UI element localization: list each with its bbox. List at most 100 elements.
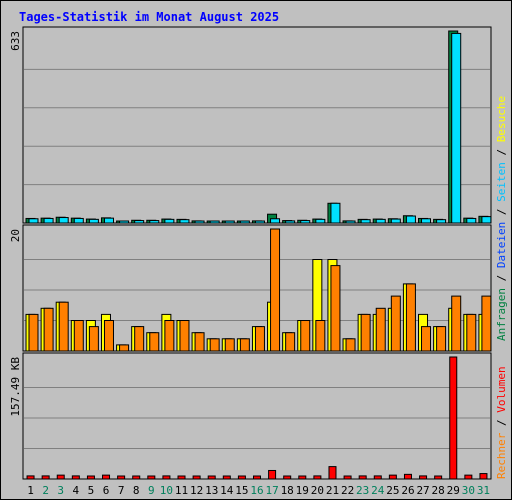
bar-dateien-day-7	[119, 220, 130, 224]
bar-dateien-day-22	[345, 220, 356, 224]
day-label-4: 4	[73, 484, 80, 497]
bar-dateien-day-16	[254, 220, 265, 224]
day-label-21: 21	[326, 484, 339, 497]
bar-volumen-day-22	[343, 475, 352, 480]
bar-volumen-day-25	[388, 474, 397, 480]
bar-rechner-day-11	[179, 320, 190, 352]
bar-dateien-day-3	[58, 217, 69, 224]
bar-rechner-day-27	[421, 326, 432, 352]
bar-dateien-day-20	[315, 218, 326, 224]
day-label-25: 25	[386, 484, 399, 497]
day-label-8: 8	[133, 484, 140, 497]
day-label-30: 30	[462, 484, 475, 497]
bar-rechner-day-22	[345, 338, 356, 352]
day-label-14: 14	[220, 484, 234, 497]
bar-volumen-day-3	[56, 474, 65, 480]
bar-rechner-day-14	[224, 338, 235, 352]
bar-volumen-day-26	[403, 473, 412, 480]
bar-volumen-day-23	[358, 475, 367, 480]
bar-volumen-day-7	[117, 475, 126, 480]
bar-rechner-day-24	[375, 307, 386, 352]
bar-rechner-day-21	[330, 265, 341, 352]
bar-dateien-day-24	[375, 218, 386, 224]
bar-dateien-day-4	[73, 217, 84, 224]
panel-frame	[22, 352, 492, 480]
bar-volumen-day-11	[177, 475, 186, 480]
bar-dateien-day-11	[179, 219, 190, 224]
bar-rechner-day-15	[239, 338, 250, 352]
day-label-9: 9	[148, 484, 155, 497]
bar-dateien-day-30	[466, 217, 477, 224]
day-label-16: 16	[250, 484, 263, 497]
bar-dateien-day-14	[224, 220, 235, 224]
day-label-1: 1	[27, 484, 34, 497]
day-label-13: 13	[205, 484, 218, 497]
y-max-label: 20	[9, 229, 22, 242]
bar-rechner-day-13	[209, 338, 220, 352]
y-max-label: 633	[9, 31, 22, 51]
bar-rechner-day-19	[300, 320, 311, 352]
side-legend-text: Rechner / Volumen	[495, 366, 508, 479]
bar-volumen-day-21	[328, 466, 337, 480]
day-label-2: 2	[42, 484, 49, 497]
bar-volumen-day-29	[449, 356, 458, 480]
bar-volumen-day-2	[41, 475, 50, 480]
bar-rechner-day-3	[58, 301, 69, 352]
bar-dateien-day-19	[300, 220, 311, 224]
bar-rechner-day-25	[390, 295, 401, 352]
day-label-22: 22	[341, 484, 354, 497]
bar-dateien-day-1	[28, 218, 39, 224]
bar-dateien-day-8	[134, 220, 145, 224]
day-label-10: 10	[160, 484, 173, 497]
day-label-29: 29	[447, 484, 460, 497]
bar-volumen-day-8	[132, 475, 141, 480]
legend-besuche: Besuche	[495, 96, 508, 142]
bar-rechner-day-23	[360, 313, 371, 352]
panel-requests: 633	[9, 26, 492, 224]
chart-title: Tages-Statistik im Monat August 2025	[19, 10, 279, 24]
bar-dateien-day-31	[481, 216, 492, 224]
panel-visits: 20	[9, 224, 492, 352]
bar-volumen-day-13	[207, 475, 216, 480]
day-label-3: 3	[57, 484, 64, 497]
bar-rechner-day-16	[254, 326, 265, 352]
bar-volumen-day-9	[147, 475, 156, 480]
legend-seiten: Seiten	[495, 162, 508, 202]
day-label-11: 11	[175, 484, 188, 497]
day-label-12: 12	[190, 484, 203, 497]
bar-rechner-day-30	[466, 313, 477, 352]
day-label-26: 26	[401, 484, 414, 497]
bar-dateien-day-26	[405, 215, 416, 224]
bar-volumen-day-15	[237, 475, 246, 480]
bar-dateien-day-12	[194, 220, 205, 224]
bar-volumen-day-12	[192, 475, 201, 480]
bar-rechner-day-20	[315, 320, 326, 352]
bar-rechner-day-2	[43, 307, 54, 352]
bar-rechner-day-8	[134, 326, 145, 352]
bar-dateien-day-5	[88, 218, 99, 224]
bar-rechner-day-1	[28, 313, 39, 352]
legend-rechner: Rechner	[495, 432, 508, 479]
panel-frame	[22, 26, 492, 224]
bar-volumen-day-14	[222, 475, 231, 480]
bar-rechner-day-4	[73, 320, 84, 352]
bar-volumen-day-19	[298, 475, 307, 480]
bar-rechner-day-17	[270, 228, 281, 352]
bar-dateien-day-21	[330, 202, 341, 224]
day-label-28: 28	[432, 484, 445, 497]
side-legend: Anfragen / Dateien / Seiten / Besuche Rec…	[495, 96, 508, 479]
bar-rechner-day-18	[285, 332, 296, 352]
day-label-27: 27	[416, 484, 429, 497]
bar-volumen-day-24	[373, 475, 382, 480]
bar-volumen-day-30	[464, 474, 473, 480]
bar-volumen-day-5	[86, 475, 95, 480]
bar-volumen-day-10	[162, 475, 171, 480]
legend-anfragen: Anfragen	[495, 288, 508, 341]
bar-rechner-day-6	[103, 320, 114, 352]
bar-volumen-day-16	[253, 475, 261, 480]
bar-dateien-day-13	[209, 220, 220, 224]
bar-dateien-day-23	[360, 219, 371, 224]
day-labels-group: 1 2 3 4 5 6 7 8 9 10 11 12 13 14 15 16 17 18 19 20 21 22 23 24 2…	[27, 484, 490, 497]
panel-volume: 157.49 KB	[9, 352, 492, 480]
